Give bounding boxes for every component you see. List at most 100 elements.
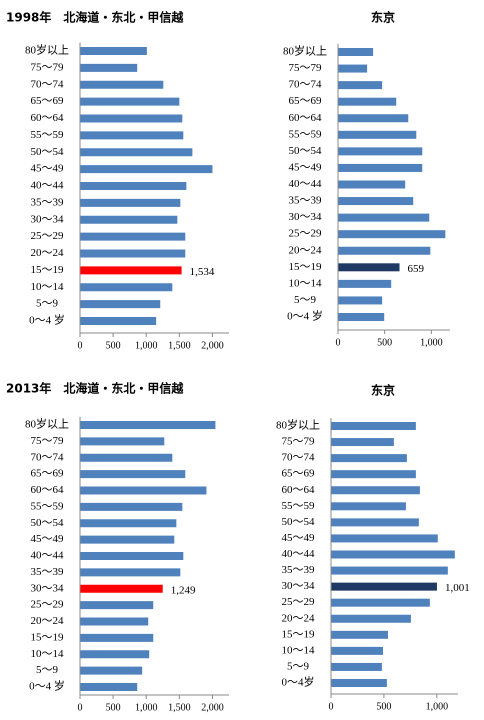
bar bbox=[331, 662, 382, 671]
chart-title: 1998年 北海道・东北・甲信越 bbox=[6, 10, 184, 25]
bar bbox=[80, 215, 178, 224]
bar bbox=[80, 502, 183, 511]
bar bbox=[331, 550, 455, 559]
category-label: 70～74 bbox=[289, 79, 322, 91]
bar bbox=[80, 584, 163, 593]
bar bbox=[338, 197, 414, 206]
bar bbox=[80, 266, 182, 275]
category-label: 50～54 bbox=[31, 146, 64, 158]
category-label: 0～4岁 bbox=[282, 675, 315, 689]
bar bbox=[331, 566, 448, 575]
category-label: 45～49 bbox=[282, 532, 315, 544]
category-label: 45～49 bbox=[31, 533, 64, 545]
bar bbox=[80, 300, 161, 309]
x-tick-label: 500 bbox=[106, 340, 121, 351]
bar bbox=[338, 114, 409, 123]
x-tick-label: 1,000 bbox=[135, 702, 158, 713]
bar bbox=[80, 63, 138, 72]
category-label: 55～59 bbox=[31, 129, 64, 141]
value-label: 1,249 bbox=[171, 584, 196, 596]
category-label: 10～14 bbox=[282, 644, 315, 656]
category-label: 65～69 bbox=[31, 95, 64, 107]
bar bbox=[331, 630, 388, 639]
x-tick-label: 2,000 bbox=[201, 340, 224, 351]
category-label: 80岁以上 bbox=[25, 43, 69, 57]
bar bbox=[80, 470, 186, 479]
category-label: 0～4 岁 bbox=[29, 313, 65, 327]
bar bbox=[80, 249, 186, 258]
bar bbox=[331, 422, 416, 430]
value-label: 1,534 bbox=[190, 266, 215, 278]
category-label: 30～34 bbox=[31, 213, 64, 225]
bar bbox=[331, 679, 387, 687]
category-label: 60～64 bbox=[31, 112, 64, 124]
category-label: 60～64 bbox=[282, 484, 315, 496]
category-label: 10～14 bbox=[31, 281, 64, 293]
category-label: 65～69 bbox=[282, 468, 315, 480]
bar bbox=[338, 64, 368, 73]
bar bbox=[80, 535, 175, 544]
value-label: 659 bbox=[408, 263, 425, 275]
bar bbox=[80, 650, 150, 659]
category-label: 5～9 bbox=[287, 660, 309, 672]
x-tick-label: 2,000 bbox=[201, 702, 224, 713]
category-label: 20～24 bbox=[282, 612, 315, 624]
bar bbox=[80, 47, 147, 55]
bar bbox=[331, 454, 407, 463]
bar bbox=[338, 147, 423, 156]
bar bbox=[338, 263, 400, 272]
bar bbox=[338, 180, 406, 189]
x-tick-label: 1,500 bbox=[168, 340, 191, 351]
x-tick-label: 500 bbox=[376, 701, 391, 712]
bar bbox=[338, 279, 392, 288]
bar bbox=[331, 438, 394, 447]
bar bbox=[338, 213, 430, 222]
bar bbox=[338, 246, 431, 255]
category-label: 0～4 岁 bbox=[29, 679, 65, 693]
bar bbox=[338, 48, 374, 56]
bar bbox=[80, 568, 181, 577]
category-label: 40～44 bbox=[31, 180, 64, 192]
category-label: 50～54 bbox=[289, 145, 322, 157]
category-label: 30～34 bbox=[282, 580, 315, 592]
bar bbox=[80, 519, 177, 528]
bar bbox=[80, 552, 184, 560]
category-label: 80岁以上 bbox=[25, 417, 69, 431]
category-label: 25～29 bbox=[289, 228, 322, 240]
category-label: 75～79 bbox=[31, 435, 64, 447]
category-label: 60～64 bbox=[289, 112, 322, 124]
bar bbox=[331, 518, 419, 527]
x-tick-label: 1,000 bbox=[420, 337, 443, 348]
category-label: 55～59 bbox=[31, 500, 64, 512]
bar bbox=[338, 81, 383, 90]
bar bbox=[331, 646, 383, 655]
x-tick-label: 0 bbox=[336, 337, 341, 348]
bar bbox=[80, 421, 216, 429]
category-label: 25～29 bbox=[31, 230, 64, 242]
category-label: 25～29 bbox=[282, 596, 315, 608]
bar bbox=[338, 313, 385, 321]
category-label: 75～79 bbox=[31, 61, 64, 73]
category-label: 65～69 bbox=[289, 95, 322, 107]
category-label: 30～34 bbox=[31, 582, 64, 594]
bar bbox=[80, 666, 143, 675]
bar bbox=[80, 283, 173, 292]
bar bbox=[80, 486, 207, 495]
bar bbox=[80, 317, 157, 325]
category-label: 70～74 bbox=[31, 78, 64, 90]
category-label: 20～24 bbox=[31, 615, 64, 627]
x-tick-label: 0 bbox=[78, 340, 83, 351]
category-label: 20～24 bbox=[289, 244, 322, 256]
x-tick-label: 0 bbox=[329, 701, 334, 712]
bar bbox=[338, 130, 417, 139]
bar bbox=[338, 163, 423, 172]
bar bbox=[338, 230, 446, 239]
x-tick-label: 500 bbox=[106, 702, 121, 713]
category-label: 25～29 bbox=[31, 599, 64, 611]
bar bbox=[80, 148, 193, 157]
bar bbox=[331, 486, 420, 495]
bar bbox=[80, 601, 154, 610]
bar bbox=[331, 470, 416, 479]
chart-title: 2013年 北海道・东北・甲信越 bbox=[6, 381, 184, 396]
category-label: 35～39 bbox=[31, 566, 64, 578]
